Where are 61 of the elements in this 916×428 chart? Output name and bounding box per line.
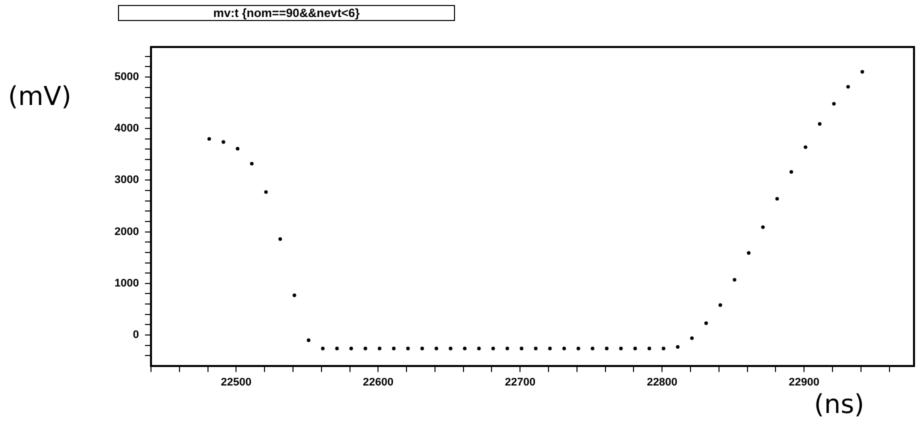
point: [477, 346, 481, 350]
x-tick-label: 22600: [362, 376, 394, 389]
point: [349, 346, 353, 350]
point: [732, 278, 736, 282]
point: [832, 102, 836, 106]
point: [364, 346, 368, 350]
point: [846, 84, 850, 89]
point: [690, 336, 694, 340]
y-tick-label: 2000: [114, 226, 139, 238]
x-tick-label: 22900: [788, 376, 820, 389]
y-tick-label: 0: [132, 329, 139, 342]
point: [306, 338, 310, 342]
point: [534, 346, 538, 350]
point: [420, 346, 424, 350]
point: [278, 237, 282, 241]
point: [704, 321, 708, 325]
point: [619, 346, 623, 350]
y-tick-label: 5000: [114, 70, 139, 83]
point: [790, 170, 794, 174]
point: [761, 225, 765, 229]
point: [633, 346, 637, 350]
point: [406, 346, 410, 350]
point: [662, 346, 666, 350]
y-tick-label: 4000: [114, 122, 139, 135]
x-tick-label: 22500: [220, 376, 252, 389]
point: [264, 190, 268, 194]
point: [236, 146, 240, 150]
point: [804, 145, 808, 149]
point: [378, 346, 382, 350]
point: [548, 346, 552, 350]
point: [818, 122, 822, 126]
point: [860, 70, 864, 74]
y-tick-label: 1000: [114, 277, 139, 290]
point: [775, 196, 779, 201]
point: [576, 346, 580, 350]
point: [718, 303, 722, 307]
point: [604, 346, 609, 350]
y-axis-title: (mV): [8, 82, 72, 112]
x-axis-title: (ns): [814, 390, 864, 420]
point: [392, 346, 396, 350]
y-tick-label: 3000: [114, 174, 139, 186]
point: [320, 346, 325, 350]
point: [292, 293, 296, 298]
point: [506, 346, 510, 350]
point: [676, 345, 680, 349]
x-tick-label: 22700: [504, 376, 536, 389]
point: [222, 140, 226, 144]
point: [335, 346, 339, 350]
chart-title: mv:t {nom==90&&nevt<6}: [118, 5, 455, 21]
x-tick-label: 22800: [646, 376, 678, 389]
point: [434, 346, 438, 350]
point: [520, 346, 524, 350]
point: [207, 137, 212, 141]
point: [648, 346, 652, 350]
point: [462, 346, 467, 350]
point: [250, 162, 254, 166]
point: [746, 251, 751, 255]
point: [448, 346, 452, 350]
point: [562, 346, 566, 350]
point: [491, 346, 495, 350]
point: [590, 346, 594, 350]
